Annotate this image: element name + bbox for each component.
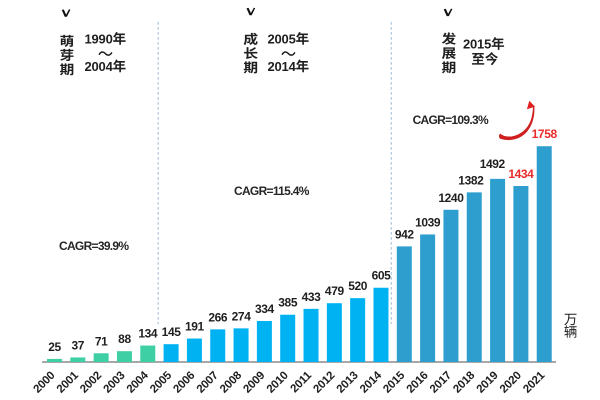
svg-text:1990: 1990: [85, 32, 113, 47]
svg-text:145: 145: [162, 325, 182, 339]
svg-text:266: 266: [208, 310, 228, 324]
svg-text:134: 134: [138, 327, 158, 341]
svg-text:274: 274: [232, 309, 252, 323]
svg-text:1382: 1382: [458, 173, 484, 187]
svg-text:1758: 1758: [532, 127, 558, 141]
svg-text:1434: 1434: [508, 167, 534, 181]
svg-text:334: 334: [255, 302, 275, 316]
svg-text:71: 71: [95, 334, 108, 348]
svg-text:433: 433: [302, 290, 322, 304]
svg-text:2014: 2014: [268, 59, 297, 74]
svg-text:2015: 2015: [463, 37, 491, 52]
svg-text:25: 25: [48, 340, 61, 354]
svg-text:385: 385: [278, 296, 298, 310]
svg-text:88: 88: [118, 332, 131, 346]
svg-text:1240: 1240: [438, 191, 464, 205]
svg-text:605: 605: [372, 269, 392, 283]
svg-text:1492: 1492: [480, 157, 506, 171]
svg-text:2005: 2005: [268, 32, 296, 47]
svg-text:520: 520: [348, 279, 368, 293]
svg-text:942: 942: [395, 227, 415, 241]
svg-text:CAGR=115.4%: CAGR=115.4%: [234, 184, 310, 198]
svg-text:191: 191: [185, 320, 205, 334]
svg-text:37: 37: [72, 338, 85, 352]
svg-text:CAGR=109.3%: CAGR=109.3%: [413, 113, 489, 127]
svg-text:CAGR=39.9%: CAGR=39.9%: [59, 239, 129, 253]
svg-text:2004: 2004: [85, 59, 114, 74]
svg-text:479: 479: [325, 284, 345, 298]
svg-text:1039: 1039: [415, 215, 441, 229]
